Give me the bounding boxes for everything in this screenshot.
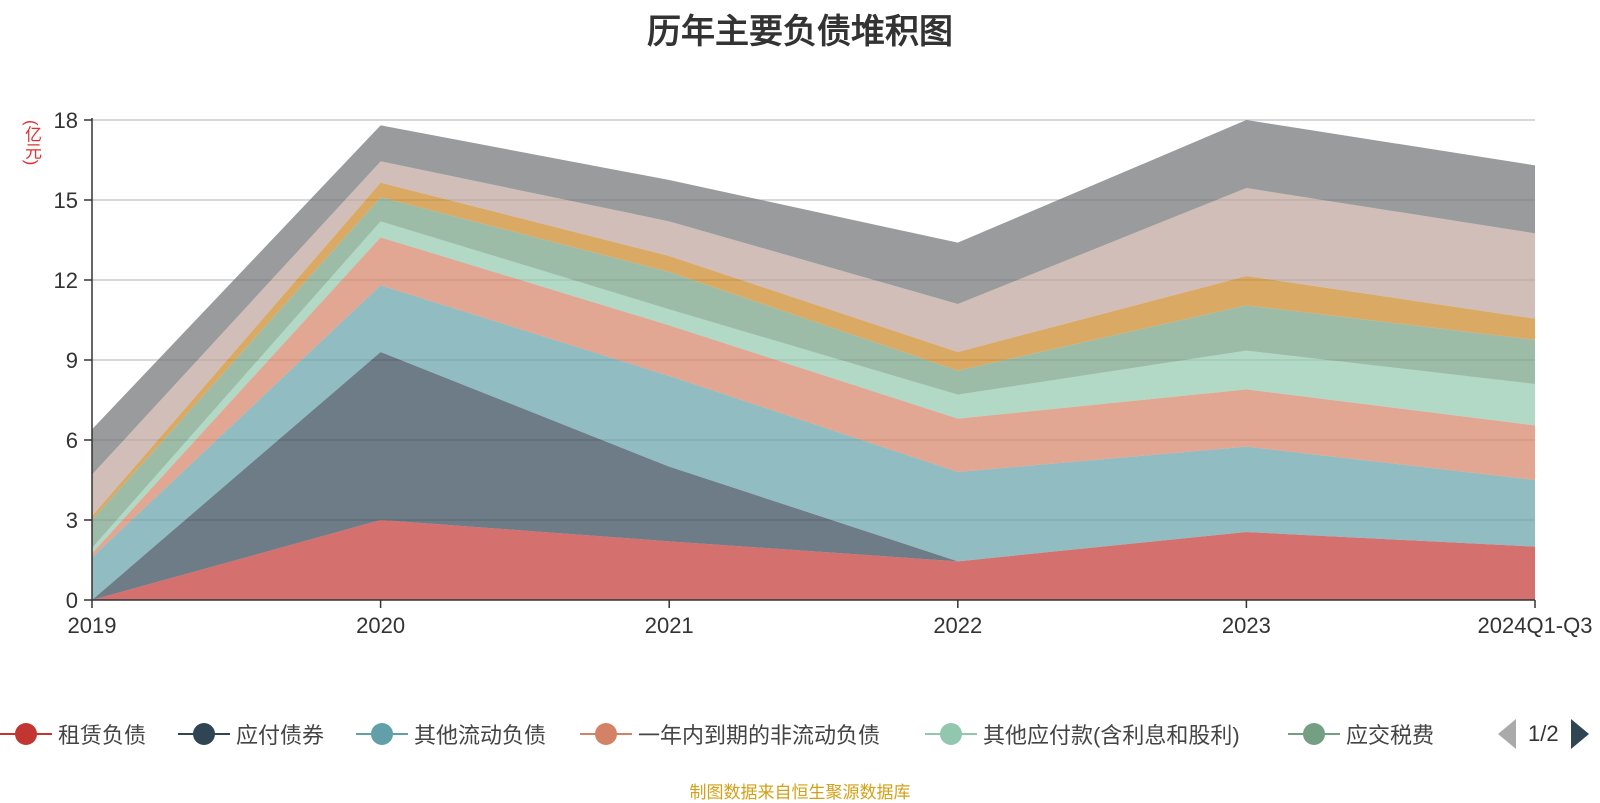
area-series-3 xyxy=(92,237,1535,558)
legend-item-2[interactable]: 其他流动负债 xyxy=(356,716,546,752)
legend-item-3[interactable]: 一年内到期的非流动负债 xyxy=(580,716,880,752)
x-tick-label-2: 2021 xyxy=(645,613,694,638)
x-tick-label-3: 2022 xyxy=(933,613,982,638)
x-tick-label-1: 2020 xyxy=(356,613,405,638)
y-tick-label-3: 9 xyxy=(66,348,78,373)
x-tick-label-0: 2019 xyxy=(68,613,117,638)
y-tick-label-4: 12 xyxy=(54,268,78,293)
y-tick-label-1: 3 xyxy=(66,508,78,533)
area-series-1 xyxy=(92,352,1535,600)
legend-marker-icon xyxy=(1288,716,1340,752)
area-series-4 xyxy=(92,221,1535,554)
legend-item-5[interactable]: 应交税费 xyxy=(1288,716,1434,752)
area-series xyxy=(92,120,1535,600)
legend-marker-icon xyxy=(356,716,408,752)
legend-marker-icon xyxy=(580,716,632,752)
legend-label: 租赁负债 xyxy=(58,723,147,748)
legend-label: 应付债券 xyxy=(236,723,325,748)
y-tick-label-5: 15 xyxy=(54,188,78,213)
legend-item-4[interactable]: 其他应付款(含利息和股利) xyxy=(925,716,1240,752)
x-tick-label-5: 2024Q1-Q3 xyxy=(1478,613,1593,638)
legend-item-1[interactable]: 应付债券 xyxy=(178,716,324,752)
legend-next-page-icon[interactable] xyxy=(1570,719,1589,749)
chart-title: 历年主要负债堆积图 xyxy=(647,13,953,51)
legend-label: 应交税费 xyxy=(1346,723,1435,748)
y-tick-label-2: 6 xyxy=(66,428,78,453)
area-series-8 xyxy=(92,120,1535,475)
area-series-2 xyxy=(92,285,1535,600)
legend-marker-icon xyxy=(178,716,230,752)
legend-label: 一年内到期的非流动负债 xyxy=(638,723,881,748)
x-tick-label-4: 2023 xyxy=(1222,613,1271,638)
legend-marker-icon xyxy=(0,716,52,752)
y-tick-label-6: 18 xyxy=(54,108,78,133)
legend-marker-icon xyxy=(925,716,977,752)
area-series-7 xyxy=(92,161,1535,517)
area-series-0 xyxy=(92,520,1535,600)
axes: 0 3 6 9 12 15 18 2019 2020 2021 2022 2023 2024Q1-Q3 xyxy=(54,108,1593,638)
legend-label: 其他应付款(含利息和股利) xyxy=(983,723,1240,748)
legend-label: 其他流动负债 xyxy=(414,723,547,748)
y-axis-unit-label: (亿元) xyxy=(22,120,41,166)
y-tick-label-0: 0 xyxy=(66,588,78,613)
legend-item-0[interactable]: 租赁负债 xyxy=(0,716,146,752)
legend-prev-page-icon[interactable] xyxy=(1498,719,1516,749)
data-source-note: 制图数据来自恒生聚源数据库 xyxy=(689,783,911,802)
legend-page-indicator: 1/2 xyxy=(1528,721,1559,746)
chart-legend: 租赁负债 应付债券 其他流动负债 一年内到期的非流动负债 其他应付款(含利息和股利) 应交… xyxy=(0,716,1600,752)
legend-pager: 1/2 xyxy=(1498,716,1589,752)
